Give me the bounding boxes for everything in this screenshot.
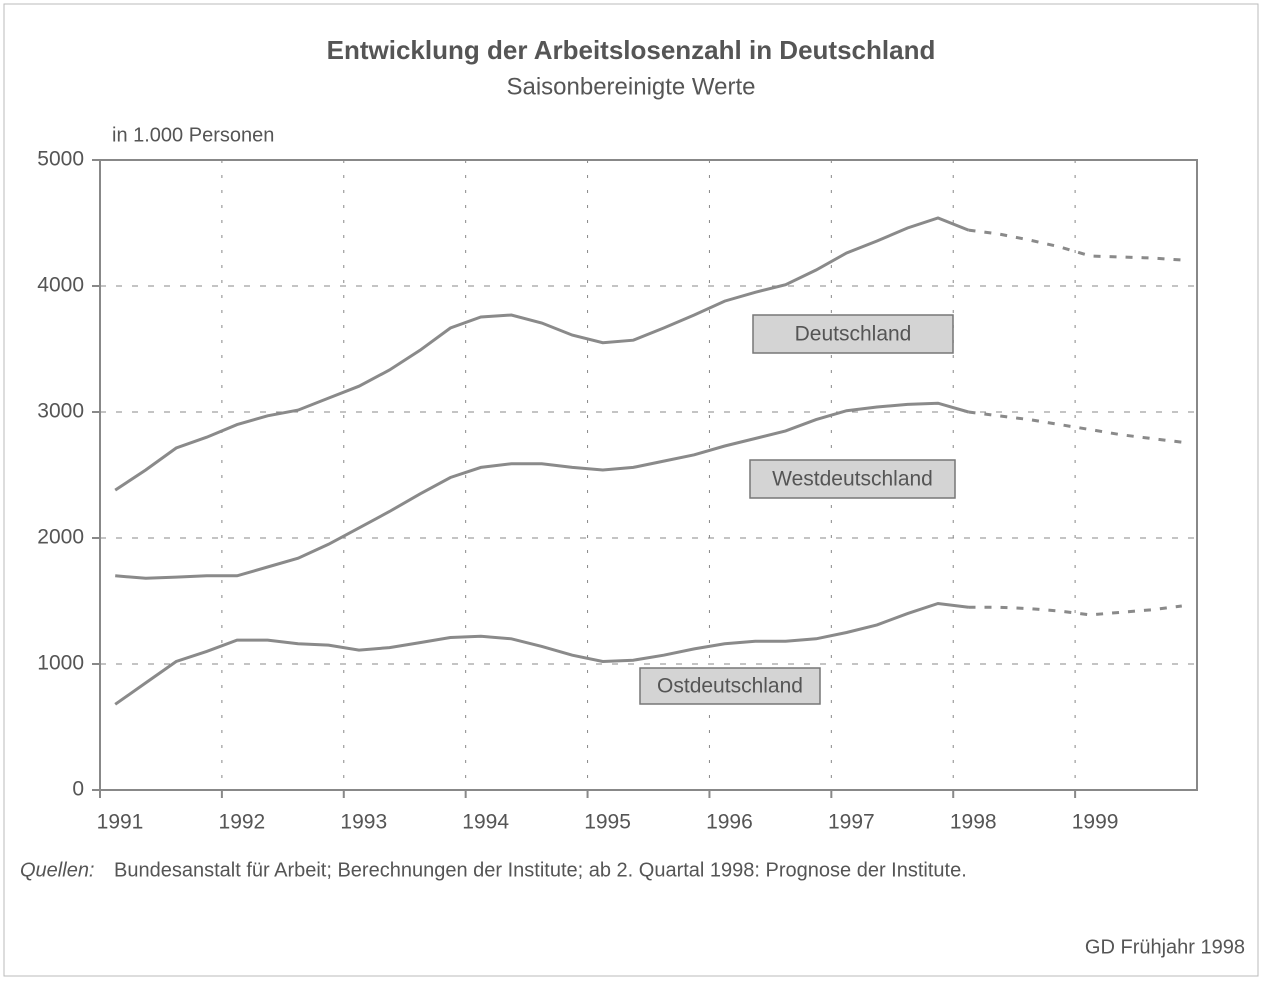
y-tick-label: 4000 <box>37 274 84 297</box>
series-line <box>114 601 969 706</box>
y-tick-label: 5000 <box>37 148 84 171</box>
x-tick-label: 1996 <box>706 811 753 834</box>
x-tick-label: 1992 <box>219 811 266 834</box>
frame <box>3 3 1259 977</box>
chart-subtitle: Saisonbereinigte Werte <box>506 73 755 100</box>
series-label: Ostdeutschland <box>657 675 803 698</box>
y-tick-label: 1000 <box>37 652 84 675</box>
credit: GD Frühjahr 1998 <box>1085 936 1245 958</box>
x-tick-label: 1998 <box>950 811 997 834</box>
series-label-box <box>639 667 821 705</box>
series-label: Deutschland <box>795 323 912 346</box>
series-label: Westdeutschland <box>772 468 933 491</box>
x-tick-label: 1997 <box>828 811 875 834</box>
x-tick-label: 1994 <box>462 811 509 834</box>
series-line <box>968 228 1182 262</box>
x-tick-label: 1993 <box>340 811 387 834</box>
series-line <box>114 216 970 492</box>
chart-title: Entwicklung der Arbeitslosenzahl in Deut… <box>327 35 936 65</box>
series-line <box>968 410 1182 444</box>
x-tick-label: 1995 <box>584 811 631 834</box>
y-tick-label: 3000 <box>37 400 84 423</box>
y-tick-label: 0 <box>72 778 84 801</box>
source-label: Quellen: <box>20 859 95 881</box>
series-line <box>968 604 1182 617</box>
series-line <box>115 401 969 580</box>
source: Bundesanstalt für Arbeit; Berechnungen d… <box>114 859 967 881</box>
y-axis-label: in 1.000 Personen <box>112 124 274 146</box>
series-label-box <box>749 459 956 499</box>
y-tick-label: 2000 <box>37 526 84 549</box>
x-tick-label: 1991 <box>97 811 144 834</box>
series-label-box <box>752 314 954 354</box>
plot-area <box>99 159 1198 791</box>
x-tick-label: 1999 <box>1072 811 1119 834</box>
